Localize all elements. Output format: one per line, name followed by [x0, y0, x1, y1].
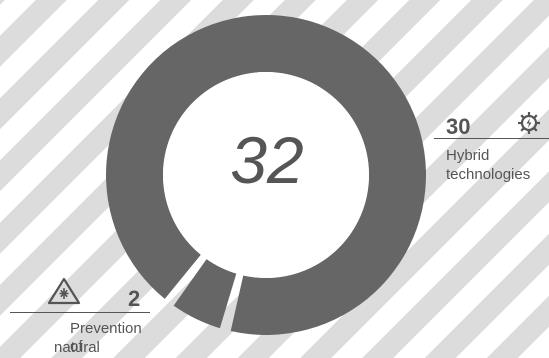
- hybrid-caption-line1: Hybrid: [446, 147, 490, 164]
- donut-hole: [163, 72, 369, 278]
- prevention-caption-line2: natural disasters: [54, 339, 114, 358]
- hybrid-rule: [434, 138, 549, 139]
- prevention-caption-line1: Prevention of: [70, 320, 142, 355]
- gear-bolt-icon: [516, 110, 542, 136]
- slice-prevention-natural-disasters: [173, 259, 237, 329]
- donut-slices: [106, 15, 427, 336]
- warning-triangle-icon: [46, 276, 82, 306]
- hybrid-value-label: 30: [446, 114, 471, 139]
- total-value: 32: [230, 123, 304, 197]
- prevention-rule: [10, 312, 150, 313]
- slice-hybrid-technologies: [106, 15, 427, 336]
- prevention-value-label: 2: [128, 286, 141, 311]
- hybrid-caption-line2: technologies: [446, 166, 531, 183]
